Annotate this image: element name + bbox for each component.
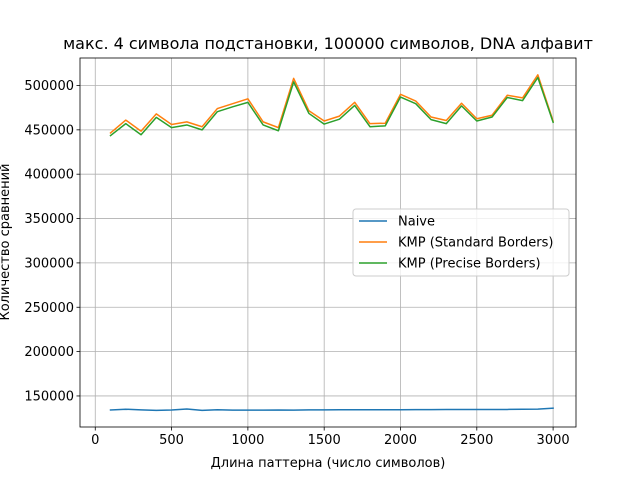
legend: Naive KMP (Standard Borders) KMP (Precise … — [352, 208, 570, 277]
series-line-1 — [109, 74, 555, 135]
legend-label: KMP (Standard Borders) — [398, 236, 554, 251]
x-tick-label: 0 — [91, 433, 99, 448]
x-tick-label: 500 — [159, 433, 184, 448]
x-tick-label: 2500 — [460, 433, 493, 448]
y-tick-label: 350000 — [24, 212, 74, 227]
series-line-2 — [109, 76, 555, 137]
y-tick-label: 150000 — [24, 389, 74, 404]
x-tick-label: 2000 — [384, 433, 417, 448]
y-axis-label: Количество сравнений — [0, 163, 13, 320]
x-axis-label: Длина паттерна (число символов) — [211, 456, 446, 471]
x-axis-ticks: 0 500 1000 1500 2000 2500 3000 — [91, 427, 570, 448]
y-tick-label: 500000 — [24, 79, 74, 94]
legend-box — [352, 208, 570, 277]
y-tick-label: 250000 — [24, 301, 74, 316]
axes-frame — [79, 57, 577, 428]
x-tick-label: 1500 — [308, 433, 341, 448]
series-lines — [109, 74, 555, 412]
y-tick-label: 300000 — [24, 256, 74, 271]
x-tick-label: 3000 — [537, 433, 570, 448]
legend-label: KMP (Precise Borders) — [398, 257, 541, 272]
y-tick-label: 200000 — [24, 345, 74, 360]
series-line-0 — [109, 407, 554, 412]
chart-title: макс. 4 символа подстановки, 100000 симв… — [63, 34, 593, 53]
legend-label: Naive — [398, 215, 435, 230]
y-axis-ticks: 150000 200000 250000 300000 350000 400000 4500… — [24, 79, 80, 404]
y-tick-label: 450000 — [24, 123, 74, 138]
y-tick-label: 400000 — [24, 168, 74, 183]
x-tick-label: 1000 — [231, 433, 264, 448]
